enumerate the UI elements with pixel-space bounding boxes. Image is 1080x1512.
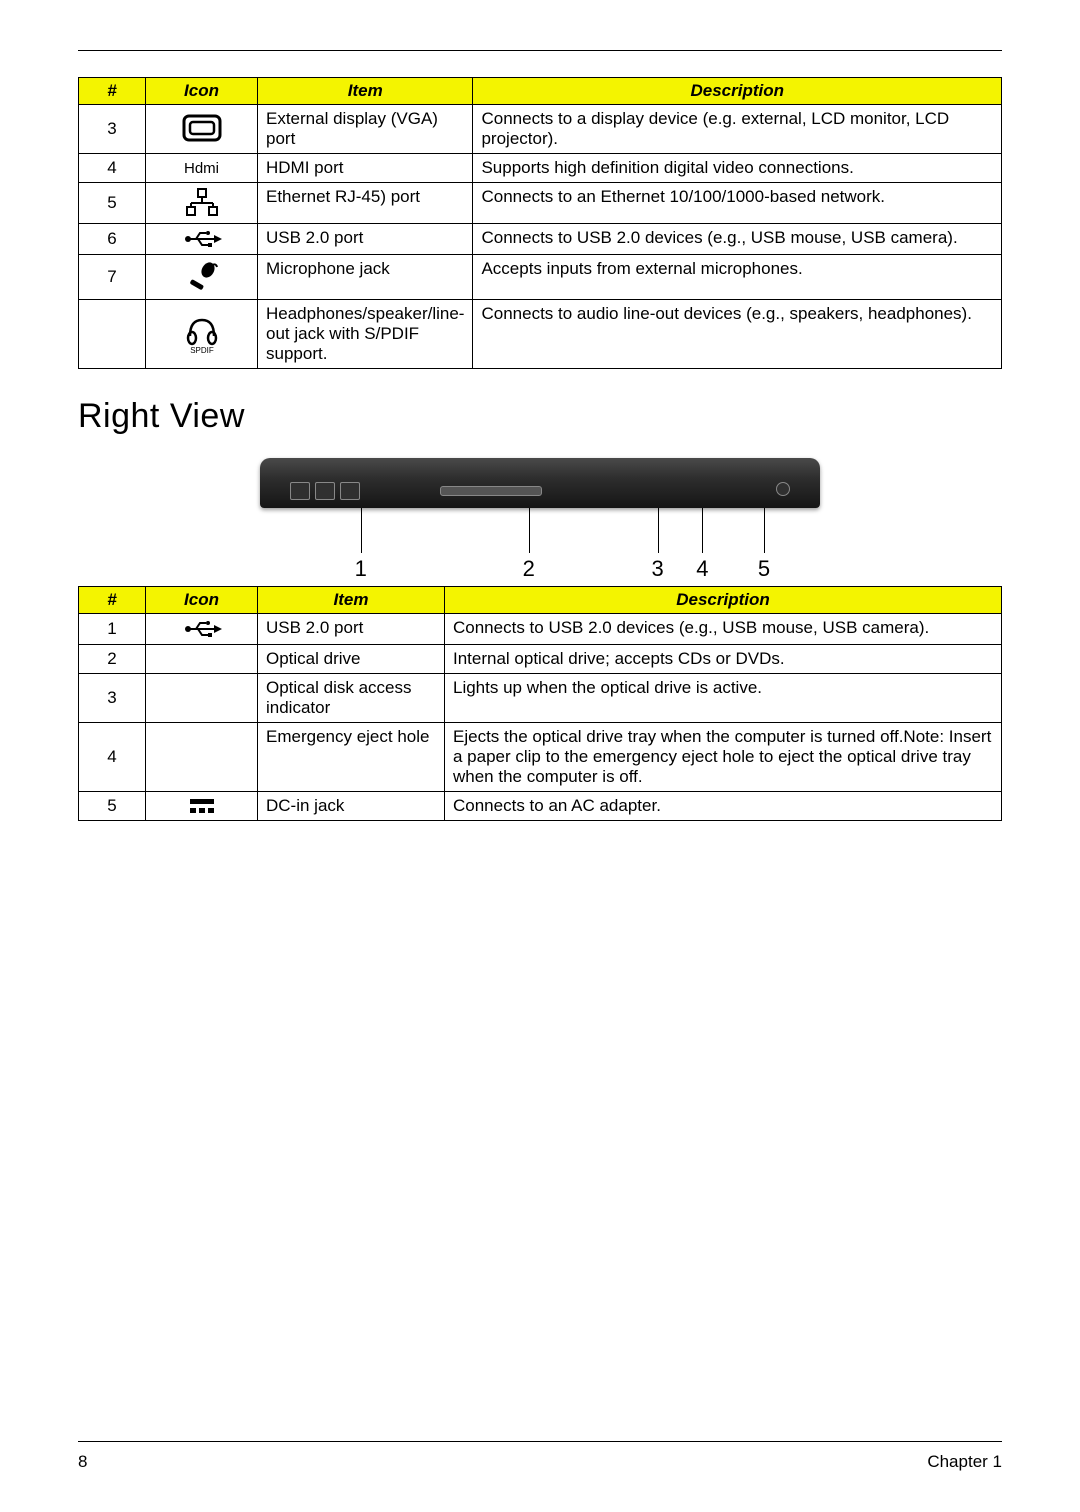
row-description: Connects to an Ethernet 10/100/1000-base… <box>473 183 1002 224</box>
section-title: Right View <box>78 397 1002 436</box>
row-description: Supports high definition digital video c… <box>473 154 1002 183</box>
row-number: 5 <box>79 183 146 224</box>
callout-label: 5 <box>758 556 770 582</box>
row-number: 3 <box>79 674 146 723</box>
table-header-row: # Icon Item Description <box>79 78 1002 105</box>
row-icon <box>146 645 258 674</box>
row-item: Headphones/speaker/line-out jack with S/… <box>258 300 473 369</box>
table2-body: 1 USB 2.0 portConnects to USB 2.0 devices… <box>79 614 1002 821</box>
table-row: 1 USB 2.0 portConnects to USB 2.0 devices… <box>79 614 1002 645</box>
row-item: Ethernet RJ-45) port <box>258 183 473 224</box>
col-num: # <box>79 587 146 614</box>
laptop-illustration <box>260 458 820 508</box>
svg-text:SPDIF: SPDIF <box>190 346 214 354</box>
row-item: Optical drive <box>258 645 445 674</box>
table-row: 7 Microphone jackAccepts inputs from exte… <box>79 255 1002 300</box>
row-icon <box>146 792 258 821</box>
row-description: Connects to an AC adapter. <box>445 792 1002 821</box>
row-icon <box>146 105 258 154</box>
ports-table-right: # Icon Item Description 1USB 2.0 portCon… <box>78 586 1002 821</box>
row-description: Connects to a display device (e.g. exter… <box>473 105 1002 154</box>
callout-lines: 12345 <box>260 508 820 578</box>
col-desc: Description <box>473 78 1002 105</box>
callout-label: 4 <box>696 556 708 582</box>
row-icon: Hdmi <box>146 154 258 183</box>
col-item: Item <box>258 587 445 614</box>
row-icon <box>146 224 258 255</box>
row-icon <box>146 255 258 300</box>
col-item: Item <box>258 78 473 105</box>
table-row: 5 Ethernet RJ-45) portConnects to an Ethe… <box>79 183 1002 224</box>
callout-line <box>702 508 703 553</box>
row-description: Lights up when the optical drive is acti… <box>445 674 1002 723</box>
row-number <box>79 300 146 369</box>
page-number: 8 <box>78 1452 87 1472</box>
chapter-label: Chapter 1 <box>927 1452 1002 1472</box>
row-item: Optical disk access indicator <box>258 674 445 723</box>
table-row: 3 External display (VGA) portConnects to … <box>79 105 1002 154</box>
row-item: USB 2.0 port <box>258 614 445 645</box>
table-row: SPDIF Headphones/speaker/line-out jack wi… <box>79 300 1002 369</box>
row-icon <box>146 723 258 792</box>
table-row: 4HdmiHDMI portSupports high definition d… <box>79 154 1002 183</box>
page-footer: 8 Chapter 1 <box>78 1441 1002 1472</box>
table-row: 4 Emergency eject holeEjects the optical … <box>79 723 1002 792</box>
row-icon <box>146 674 258 723</box>
row-description: Accepts inputs from external microphones… <box>473 255 1002 300</box>
row-icon <box>146 183 258 224</box>
row-item: Microphone jack <box>258 255 473 300</box>
table-row: 2 Optical driveInternal optical drive; ac… <box>79 645 1002 674</box>
row-description: Connects to audio line-out devices (e.g.… <box>473 300 1002 369</box>
right-view-figure: 12345 <box>260 458 820 578</box>
row-number: 1 <box>79 614 146 645</box>
table-row: 5 DC-in jackConnects to an AC adapter. <box>79 792 1002 821</box>
ports-table-top: # Icon Item Description 3 External displa… <box>78 77 1002 369</box>
col-desc: Description <box>445 587 1002 614</box>
row-item: DC-in jack <box>258 792 445 821</box>
callout-line <box>361 508 362 553</box>
callout-label: 1 <box>355 556 367 582</box>
row-item: Emergency eject hole <box>258 723 445 792</box>
row-number: 4 <box>79 154 146 183</box>
row-icon: SPDIF <box>146 300 258 369</box>
table1-body: 3External display (VGA) portConnects to … <box>79 105 1002 369</box>
table-row: 3 Optical disk access indicatorLights up … <box>79 674 1002 723</box>
row-number: 2 <box>79 645 146 674</box>
row-number: 5 <box>79 792 146 821</box>
row-description: Internal optical drive; accepts CDs or D… <box>445 645 1002 674</box>
row-number: 3 <box>79 105 146 154</box>
row-number: 7 <box>79 255 146 300</box>
row-description: Ejects the optical drive tray when the c… <box>445 723 1002 792</box>
table-row: 6 USB 2.0 portConnects to USB 2.0 devices… <box>79 224 1002 255</box>
row-item: External display (VGA) port <box>258 105 473 154</box>
col-icon: Icon <box>146 587 258 614</box>
callout-label: 2 <box>523 556 535 582</box>
row-item: USB 2.0 port <box>258 224 473 255</box>
row-description: Connects to USB 2.0 devices (e.g., USB m… <box>445 614 1002 645</box>
callout-line <box>658 508 659 553</box>
row-icon <box>146 614 258 645</box>
table-header-row: # Icon Item Description <box>79 587 1002 614</box>
row-description: Connects to USB 2.0 devices (e.g., USB m… <box>473 224 1002 255</box>
callout-line <box>529 508 530 553</box>
callout-line <box>764 508 765 553</box>
col-num: # <box>79 78 146 105</box>
top-rule <box>78 50 1002 51</box>
row-item: HDMI port <box>258 154 473 183</box>
callout-label: 3 <box>651 556 663 582</box>
row-number: 6 <box>79 224 146 255</box>
row-number: 4 <box>79 723 146 792</box>
col-icon: Icon <box>146 78 258 105</box>
